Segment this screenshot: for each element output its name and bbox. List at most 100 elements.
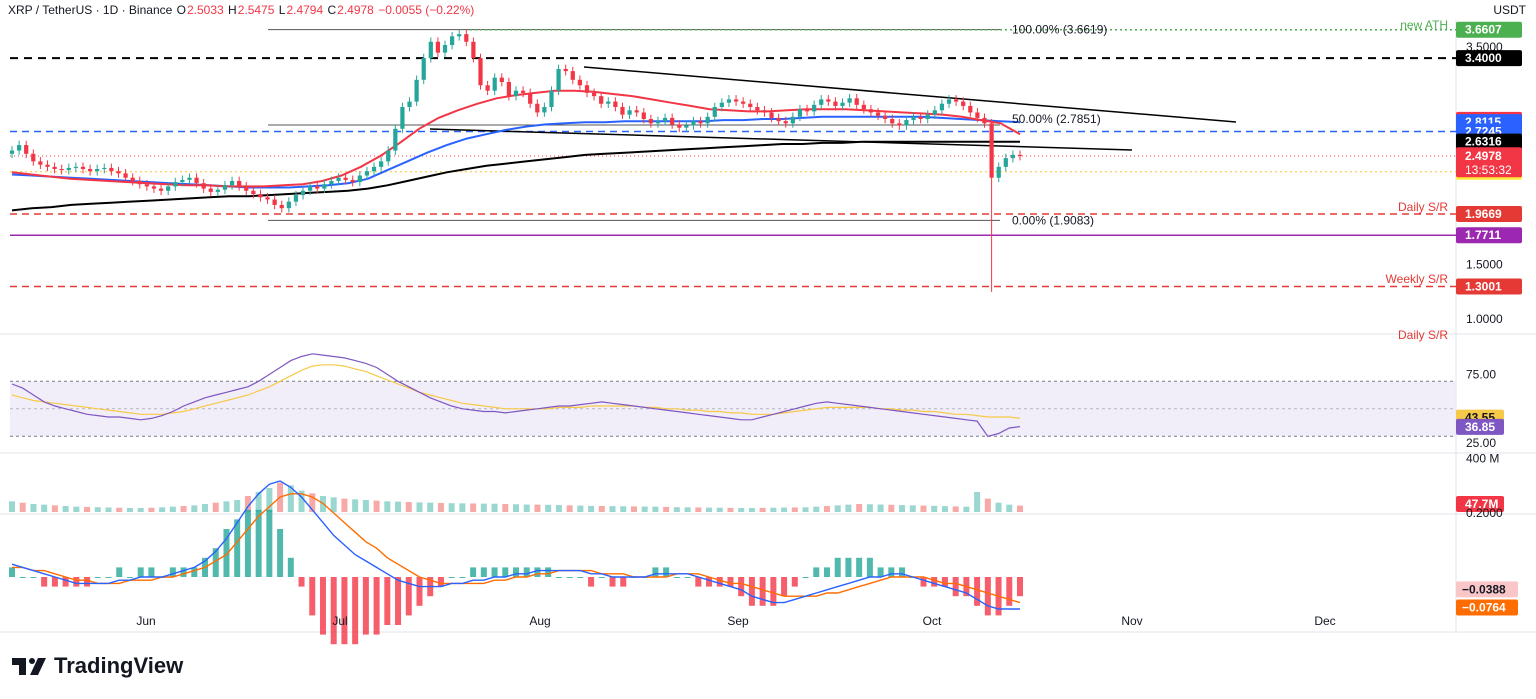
- volume-bar: [984, 498, 991, 512]
- volume-bar: [620, 506, 627, 512]
- volume-bar: [373, 500, 380, 512]
- current-price-badge: [1456, 147, 1522, 178]
- macd-histogram-bar: [137, 567, 144, 577]
- volume-bar: [459, 503, 466, 512]
- price-tick-label: 1.0000: [1466, 312, 1503, 326]
- candle-body: [329, 180, 334, 185]
- candle-body: [95, 169, 100, 172]
- volume-bar: [191, 505, 198, 512]
- candle-body: [712, 107, 717, 117]
- macd-histogram-bar: [791, 577, 798, 587]
- volume-bar: [105, 507, 112, 512]
- macd-histogram-bar: [652, 567, 659, 577]
- weekly-sr-label: Weekly S/R: [1386, 272, 1449, 286]
- candle-body: [116, 171, 121, 174]
- candle-body: [130, 177, 135, 181]
- candle-body: [897, 123, 902, 126]
- macd-histogram-bar: [266, 509, 273, 577]
- macd-histogram-bar: [180, 567, 187, 577]
- candle-body: [471, 41, 476, 59]
- macd-histogram-bar: [866, 557, 873, 577]
- volume-bar: [523, 504, 530, 512]
- macd-histogram-bar: [888, 567, 895, 577]
- symbol-title[interactable]: XRP / TetherUS · 1D · Binance: [8, 3, 173, 17]
- candle-body: [769, 112, 774, 118]
- price-badge-label: 1.7711: [1465, 228, 1501, 242]
- macd-histogram-bar: [298, 577, 305, 587]
- volume-bar: [126, 508, 133, 512]
- macd-histogram-bar: [309, 577, 316, 616]
- macd-histogram-bar: [609, 577, 616, 587]
- macd-histogram-bar: [502, 567, 509, 577]
- macd-histogram-bar: [1006, 577, 1013, 606]
- volume-bar: [748, 508, 755, 512]
- daily-sr-label-cut: Daily S/R: [1398, 328, 1448, 342]
- time-axis-label: Oct: [923, 614, 942, 628]
- volume-bar: [159, 507, 166, 512]
- volume-bar: [802, 507, 809, 512]
- macd-histogram-bar: [673, 577, 680, 578]
- volume-bar: [169, 506, 176, 512]
- volume-bar: [362, 500, 369, 512]
- macd-histogram-bar: [931, 577, 938, 587]
- volume-bar: [813, 506, 820, 512]
- macd-histogram-bar: [84, 577, 91, 587]
- volume-bar: [480, 503, 487, 512]
- candle-body: [606, 101, 611, 104]
- tradingview-logo[interactable]: TradingView: [12, 653, 183, 679]
- candle-body: [641, 112, 646, 119]
- time-axis-label: Nov: [1121, 614, 1142, 628]
- macd-histogram-bar: [480, 567, 487, 577]
- low-label: L: [278, 3, 286, 17]
- macd-histogram-bar: [1017, 577, 1023, 597]
- candle-body: [542, 107, 547, 113]
- candle-body: [336, 177, 341, 181]
- candle-body: [315, 186, 320, 189]
- macd-histogram-bar: [277, 529, 284, 577]
- volume-bar: [1017, 505, 1023, 512]
- candle-body: [741, 101, 746, 104]
- currency-label[interactable]: USDT: [1493, 3, 1526, 17]
- macd-histogram-bar: [416, 577, 423, 606]
- candle-body: [109, 167, 114, 172]
- macd-histogram-bar: [148, 567, 155, 577]
- volume-bar: [974, 492, 981, 512]
- candle-body: [968, 105, 973, 113]
- macd-histogram-bar: [459, 577, 466, 578]
- macd-histogram-bar: [41, 577, 48, 587]
- volume-bar: [234, 500, 241, 512]
- candle-body: [137, 180, 142, 185]
- volume-bar: [716, 507, 723, 512]
- macd-histogram-bar: [73, 577, 80, 587]
- new-ath-label: new ATH: [1400, 18, 1448, 32]
- candle-body: [322, 184, 327, 189]
- volume-bar: [609, 506, 616, 512]
- candle-body: [1010, 154, 1016, 159]
- macd-histogram-bar: [105, 577, 112, 578]
- volume-bar: [909, 505, 916, 512]
- candle-body: [705, 116, 710, 124]
- macd-histogram-bar: [405, 577, 412, 616]
- volume-bar: [470, 503, 477, 512]
- macd-histogram-bar: [834, 557, 841, 577]
- volume-bar: [663, 506, 670, 512]
- volume-bar: [416, 502, 423, 512]
- candle-body: [237, 180, 242, 187]
- candle-body: [300, 190, 306, 196]
- candle-body: [357, 175, 362, 183]
- candle-body: [222, 185, 228, 190]
- candle-body: [613, 101, 618, 108]
- price-badge-label: 1.3001: [1465, 279, 1502, 293]
- volume-bar: [62, 506, 69, 512]
- candle-body: [691, 121, 696, 126]
- candle-body: [144, 184, 149, 187]
- price-badge: [1456, 133, 1522, 150]
- signal-badge: [1456, 599, 1518, 616]
- macd-histogram-bar: [588, 577, 595, 587]
- volume-bar: [641, 506, 648, 512]
- candle-body: [400, 107, 405, 129]
- volume-bar: [180, 506, 187, 512]
- candle-body: [677, 124, 682, 128]
- macd-histogram-bar: [770, 577, 777, 606]
